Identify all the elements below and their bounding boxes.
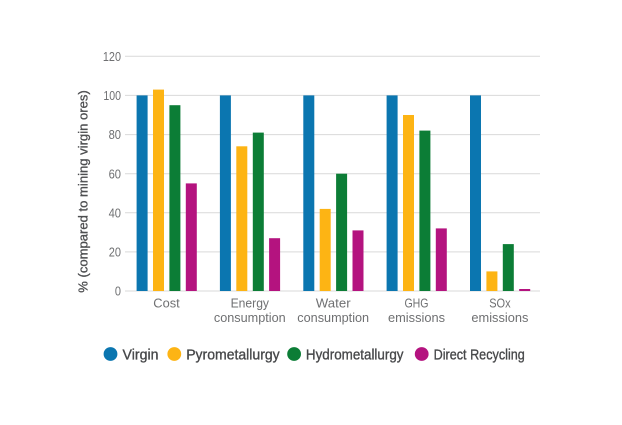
svg-text:Virgin: Virgin bbox=[123, 346, 159, 363]
svg-text:consumption: consumption bbox=[297, 310, 369, 325]
svg-text:GHG: GHG bbox=[404, 295, 428, 310]
svg-text:100: 100 bbox=[103, 88, 121, 103]
svg-text:80: 80 bbox=[109, 127, 121, 142]
svg-text:emissions: emissions bbox=[388, 310, 445, 325]
svg-text:Water: Water bbox=[316, 295, 352, 310]
svg-text:Cost: Cost bbox=[153, 295, 180, 310]
svg-text:SOx: SOx bbox=[489, 295, 511, 310]
svg-text:% (compared to mining virgin o: % (compared to mining virgin ores) bbox=[75, 90, 90, 293]
svg-text:Energy: Energy bbox=[231, 295, 270, 310]
svg-text:0: 0 bbox=[115, 284, 121, 299]
svg-text:Hydrometallurgy: Hydrometallurgy bbox=[306, 346, 404, 363]
svg-text:60: 60 bbox=[109, 166, 121, 181]
svg-text:40: 40 bbox=[109, 205, 121, 220]
svg-text:Direct Recycling: Direct Recycling bbox=[434, 346, 525, 363]
svg-text:Pyrometallurgy: Pyrometallurgy bbox=[186, 346, 280, 363]
svg-text:consumption: consumption bbox=[214, 310, 286, 325]
svg-text:20: 20 bbox=[109, 245, 121, 260]
svg-text:emissions: emissions bbox=[471, 310, 528, 325]
svg-text:120: 120 bbox=[103, 49, 121, 64]
